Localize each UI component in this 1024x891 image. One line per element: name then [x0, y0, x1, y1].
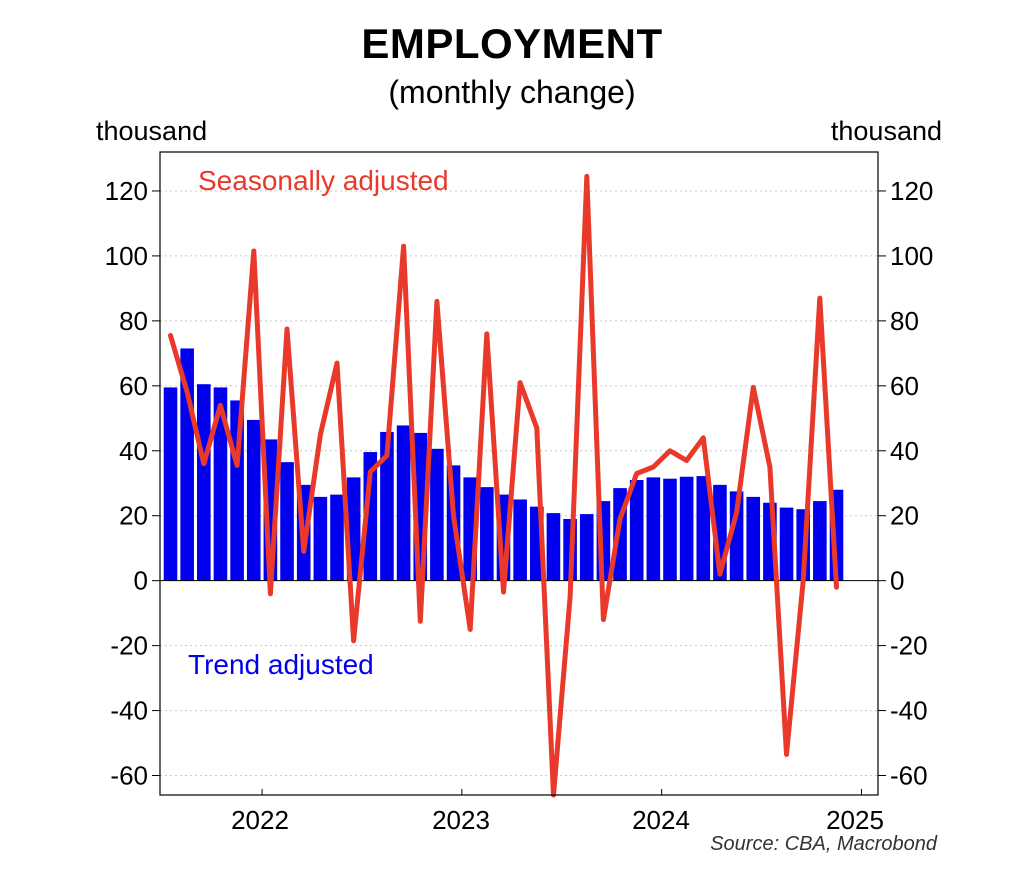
- y-tick-label-right: 20: [890, 501, 919, 531]
- y-tick-label-right: 60: [890, 371, 919, 401]
- y-tick-label-right: 40: [890, 436, 919, 466]
- bar-trend: [513, 499, 527, 581]
- chart-subtitle: (monthly change): [388, 74, 636, 110]
- bar-trend: [696, 476, 711, 581]
- bar-trend: [480, 487, 494, 581]
- bar-trend: [729, 491, 744, 581]
- label-seasonally-adjusted: Seasonally adjusted: [198, 165, 449, 196]
- y-tick-label-right: 80: [890, 306, 919, 336]
- bar-trend: [813, 501, 827, 581]
- bar-trend: [396, 425, 411, 581]
- x-tick-label: 2024: [632, 805, 690, 835]
- bar-trend: [746, 496, 761, 581]
- y-tick-label-left: 40: [119, 436, 148, 466]
- y-tick-label-left: 60: [119, 371, 148, 401]
- y-tick-label-left: -40: [110, 696, 148, 726]
- y-axis-unit-left: thousand: [96, 116, 208, 146]
- bar-trend: [430, 448, 444, 581]
- bar-trend: [197, 384, 211, 581]
- y-tick-label-left: -20: [110, 631, 148, 661]
- x-tick-label: 2022: [231, 805, 289, 835]
- bar-trend: [380, 431, 394, 581]
- y-tick-label-left: 20: [119, 501, 148, 531]
- y-tick-label-left: -60: [110, 761, 148, 791]
- y-tick-label-right: 100: [890, 241, 933, 271]
- bar-trend: [679, 476, 694, 581]
- bar-trend: [280, 462, 294, 581]
- bar-trend: [313, 496, 328, 581]
- bar-trend: [213, 387, 228, 581]
- bar-trend: [779, 507, 794, 581]
- chart-title: EMPLOYMENT: [361, 20, 663, 67]
- bar-trend: [663, 478, 677, 581]
- y-tick-label-right: -20: [890, 631, 928, 661]
- bar-trend: [163, 387, 178, 581]
- y-axis-unit-right: thousand: [830, 116, 942, 146]
- bar-trend: [246, 419, 261, 581]
- bar-trend: [579, 514, 594, 581]
- source-note: Source: CBA, Macrobond: [710, 833, 937, 855]
- x-tick-label: 2025: [826, 805, 884, 835]
- bar-trend: [646, 477, 661, 581]
- bar-trend: [546, 513, 561, 581]
- y-tick-label-right: 120: [890, 176, 933, 206]
- y-tick-label-right: 0: [890, 566, 904, 596]
- bar-trend: [629, 479, 644, 581]
- y-tick-label-left: 80: [119, 306, 148, 336]
- y-tick-label-left: 0: [134, 566, 148, 596]
- label-trend-adjusted: Trend adjusted: [188, 649, 374, 680]
- x-tick-label: 2023: [432, 805, 490, 835]
- y-tick-label-right: -60: [890, 761, 928, 791]
- y-tick-label-left: 100: [105, 241, 148, 271]
- bar-trend: [330, 494, 344, 581]
- y-tick-label-left: 120: [105, 176, 148, 206]
- y-tick-label-right: -40: [890, 696, 928, 726]
- plot-frame: [159, 151, 879, 796]
